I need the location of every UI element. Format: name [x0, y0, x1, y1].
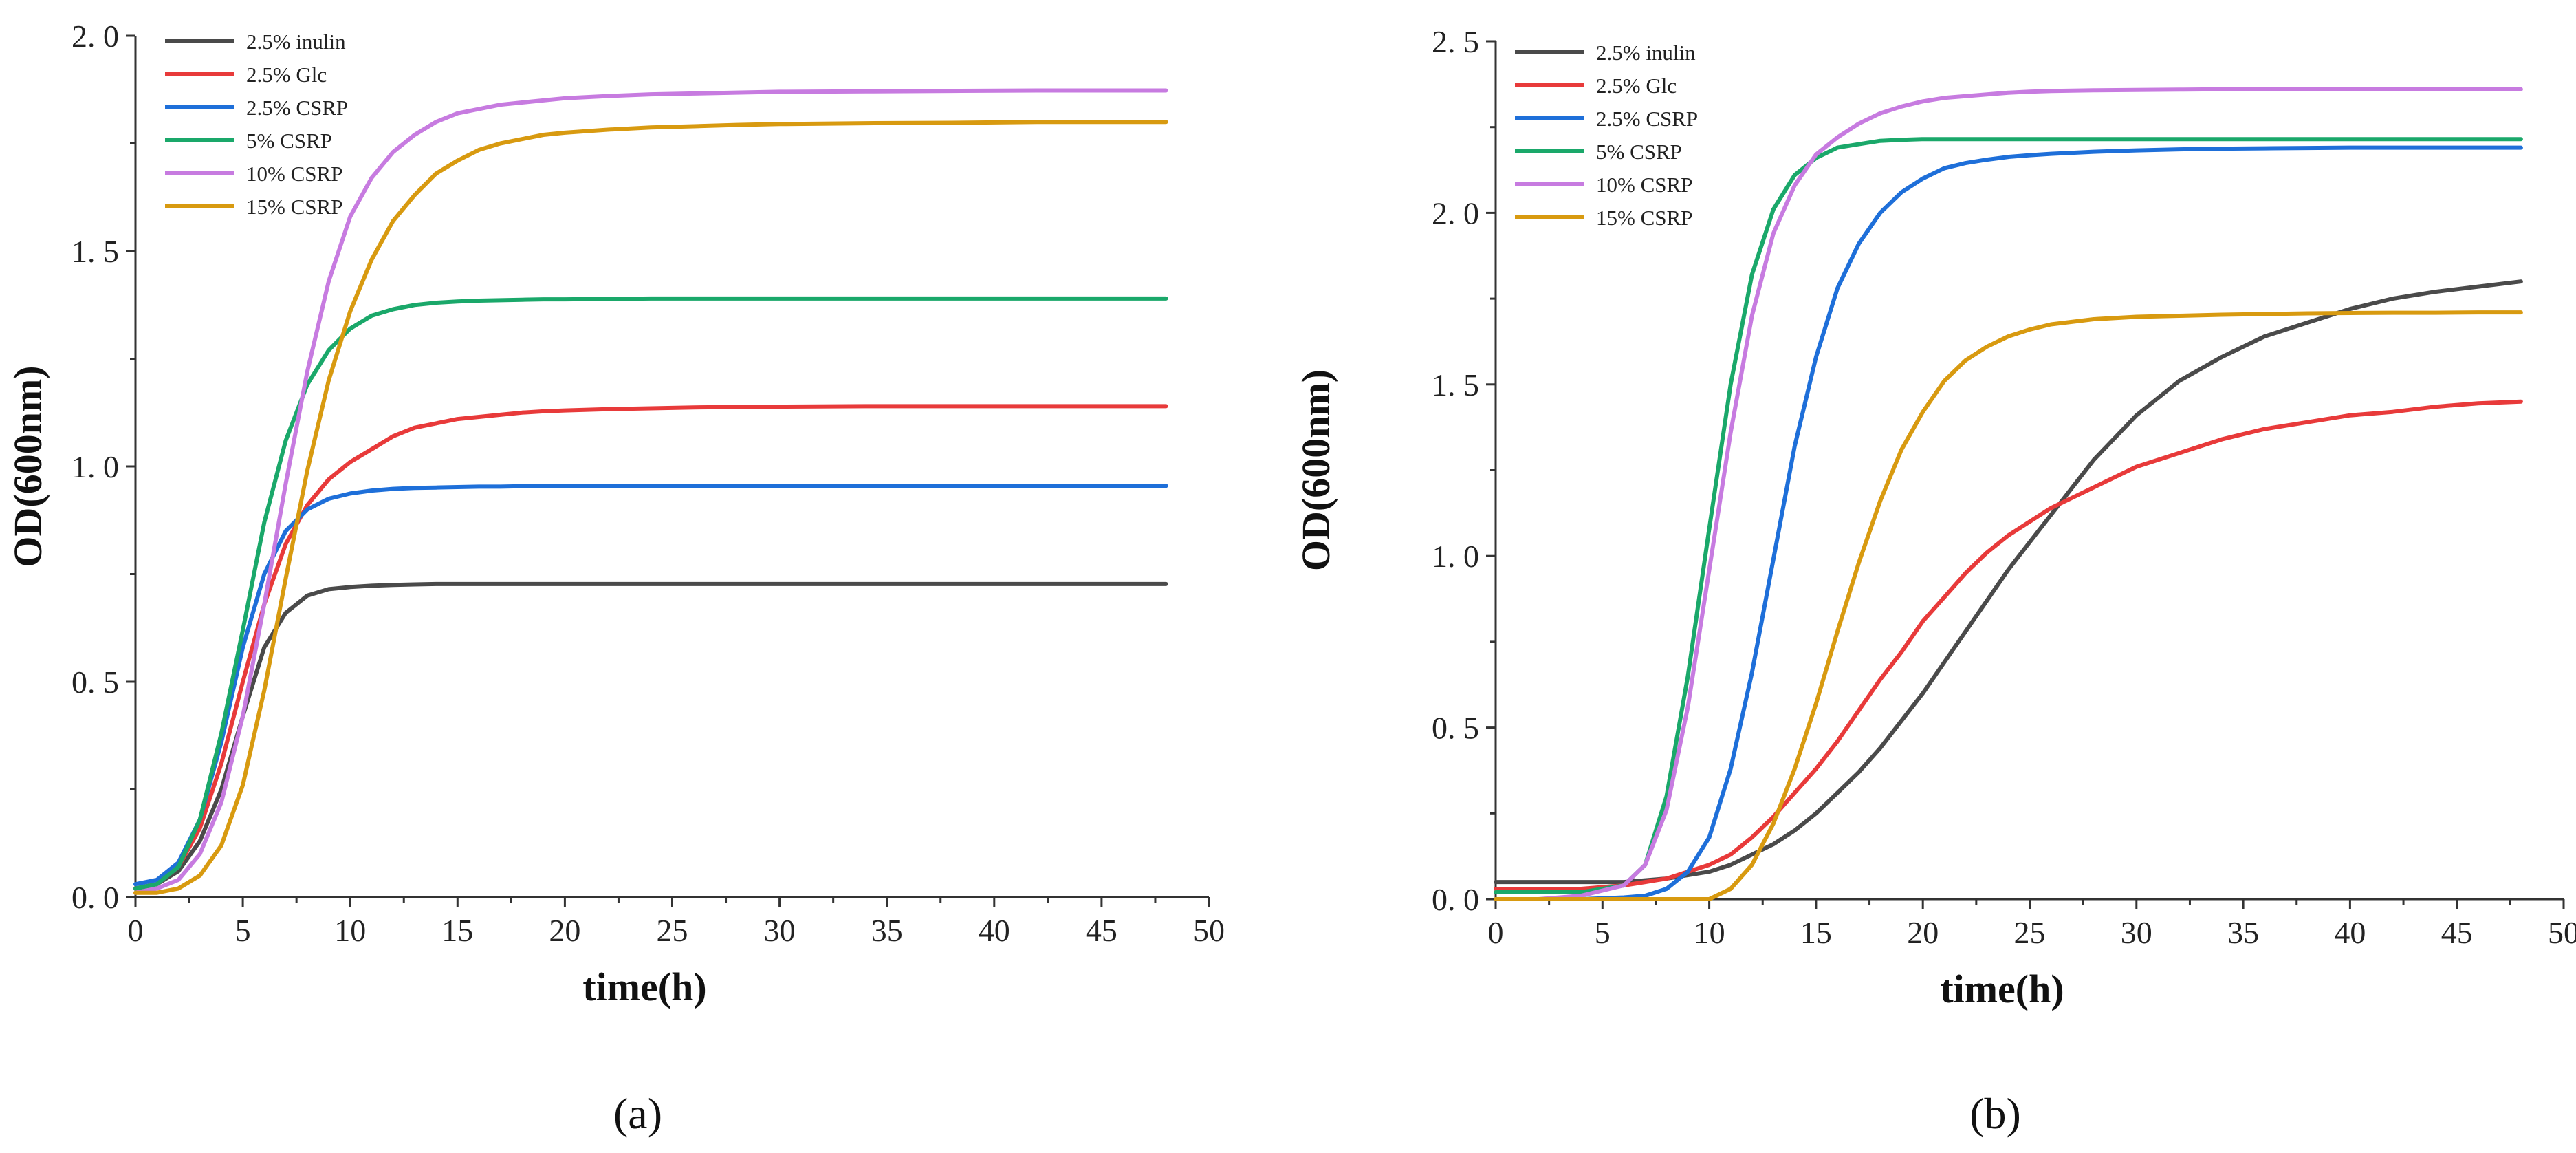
series-line — [1494, 310, 2523, 901]
series-line — [1494, 279, 2523, 885]
y-tick-label: 2. 0 — [72, 19, 119, 54]
legend-label: 2.5% CSRP — [246, 96, 348, 120]
series-line — [133, 88, 1168, 895]
x-tick-label: 5 — [1595, 915, 1611, 950]
x-tick-label: 50 — [2548, 915, 2576, 950]
x-tick-label: 5 — [235, 913, 251, 948]
panel-label: (b) — [1969, 1089, 2021, 1138]
legend-label: 2.5% Glc — [246, 63, 327, 87]
legend-label: 2.5% inulin — [246, 30, 346, 54]
x-tick-label: 40 — [2334, 915, 2366, 950]
y-tick-label: 1. 0 — [1432, 539, 1479, 574]
y-tick-label: 0. 5 — [1432, 711, 1479, 746]
y-tick-label: 2. 0 — [1432, 195, 1479, 230]
y-axis-title: OD(600nm) — [6, 365, 50, 567]
legend-label: 5% CSRP — [1596, 140, 1682, 164]
legend-label: 15% CSRP — [246, 195, 342, 219]
x-tick-label: 45 — [2441, 915, 2473, 950]
x-tick-label: 0 — [128, 913, 144, 948]
legend-label: 2.5% Glc — [1596, 74, 1677, 98]
y-tick-label: 1. 0 — [72, 449, 119, 484]
x-tick-label: 30 — [2121, 915, 2152, 950]
x-tick-label: 40 — [979, 913, 1010, 948]
series-line — [133, 404, 1168, 891]
x-tick-label: 25 — [657, 913, 688, 948]
series-line — [133, 120, 1168, 895]
x-axis-title: time(h) — [1940, 967, 2064, 1011]
x-tick-label: 15 — [441, 913, 473, 948]
x-tick-label: 15 — [1800, 915, 1832, 950]
y-tick-label: 1. 5 — [1432, 367, 1479, 402]
x-tick-label: 25 — [2014, 915, 2046, 950]
series-line — [133, 581, 1168, 891]
series-line — [133, 296, 1168, 891]
chart-b: 0 5 10 15 20 25 30 35 40 45 50 0. 0 0. 5 1. 0 1. 5 2. 0… — [1294, 24, 2576, 1138]
y-tick-label: 0. 5 — [72, 665, 119, 700]
x-tick-label: 0 — [1488, 915, 1504, 950]
y-axis-title: OD(600nm) — [1294, 369, 1338, 571]
x-tick-label: 35 — [871, 913, 903, 948]
legend-label: 10% CSRP — [1596, 173, 1692, 197]
legend-label: 5% CSRP — [246, 129, 332, 153]
series-line — [1494, 87, 2523, 901]
legend-label: 15% CSRP — [1596, 206, 1692, 230]
series-line — [1494, 399, 2523, 891]
legend-label: 2.5% CSRP — [1596, 107, 1698, 131]
y-tick-label: 0. 0 — [1432, 882, 1479, 917]
x-tick-label: 45 — [1086, 913, 1117, 948]
legend-label: 2.5% inulin — [1596, 41, 1696, 65]
panel-label: (a) — [613, 1089, 662, 1138]
x-tick-label: 20 — [549, 913, 580, 948]
x-tick-label: 10 — [334, 913, 366, 948]
series-line — [133, 484, 1168, 887]
x-tick-label: 35 — [2227, 915, 2259, 950]
x-axis-title: time(h) — [582, 965, 706, 1009]
y-tick-label: 0. 0 — [72, 880, 119, 915]
x-tick-label: 30 — [764, 913, 796, 948]
x-tick-label: 50 — [1193, 913, 1225, 948]
legend-label: 10% CSRP — [246, 162, 342, 186]
x-tick-label: 20 — [1907, 915, 1939, 950]
chart-a: 0 5 10 15 20 25 30 35 40 45 50 0. 0 0. 5 1. 0 1. 5 2. 0… — [6, 19, 1225, 1138]
y-tick-label: 2. 5 — [1432, 24, 1479, 59]
y-tick-label: 1. 5 — [72, 234, 119, 269]
series-line — [1494, 137, 2523, 894]
x-tick-label: 10 — [1694, 915, 1725, 950]
series-line — [1494, 145, 2523, 901]
